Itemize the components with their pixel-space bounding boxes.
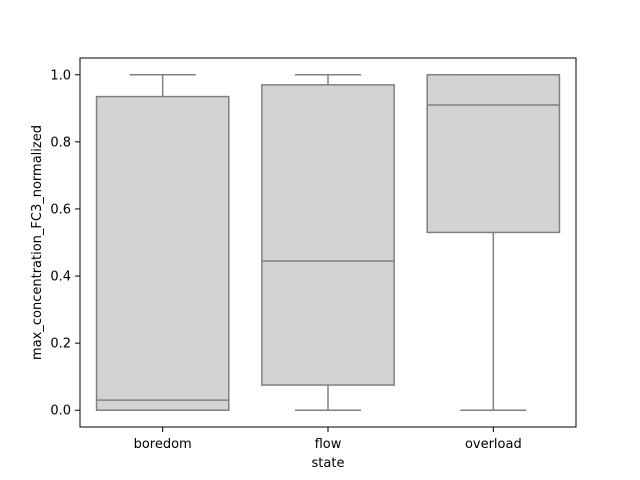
x-tick-label: overload — [465, 437, 522, 452]
y-tick-label: 0.6 — [50, 202, 71, 217]
y-tick-label: 0.4 — [50, 270, 71, 285]
x-tick-label: boredom — [134, 437, 192, 452]
y-tick-label: 0.8 — [50, 135, 71, 150]
box-group-boredom — [95, 74, 230, 411]
plot-frame — [79, 57, 577, 428]
x-tick-label: flow — [315, 437, 342, 452]
box-boredom — [95, 95, 230, 411]
box-group-flow — [261, 74, 395, 411]
x-ticks: boredom flow overload — [134, 427, 522, 452]
y-tick-label: 1.0 — [50, 68, 71, 83]
box-flow — [261, 84, 395, 386]
y-ticks: 0.0 0.2 0.4 0.6 0.8 1.0 — [50, 68, 80, 419]
y-tick-label: 0.2 — [50, 337, 71, 352]
y-axis-label: max_concentration_FC3_normalized — [30, 125, 45, 360]
boxes-layer — [95, 74, 561, 411]
y-tick-label: 0.0 — [50, 404, 71, 419]
x-axis-label: state — [312, 456, 345, 471]
box-group-overload — [426, 74, 561, 411]
box-overload — [426, 74, 561, 234]
